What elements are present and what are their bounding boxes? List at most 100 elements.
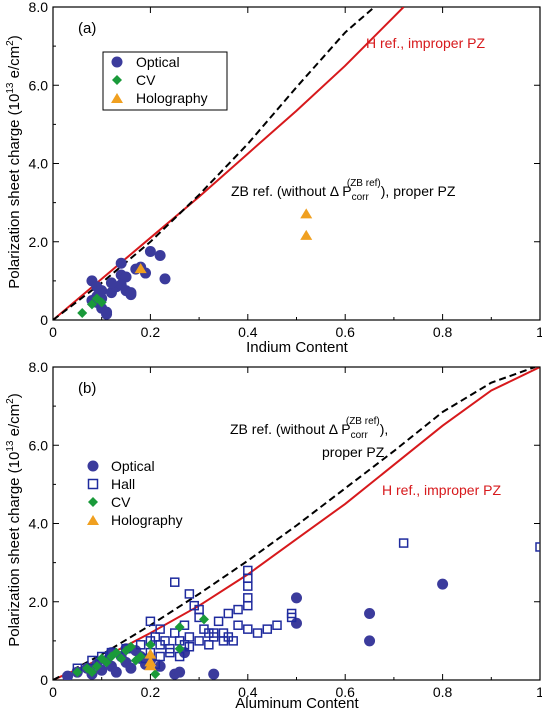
panel-b-optical-point	[62, 670, 74, 680]
panel-b-plot-area	[52, 366, 541, 681]
panel-a-holography-point	[134, 263, 147, 274]
panel-b-hall-point	[184, 632, 195, 642]
panel-a-zb-sup: (ZB ref)	[347, 178, 381, 189]
panel-a-plot-area	[52, 6, 541, 321]
panel-b-hall-point	[262, 624, 273, 634]
panel-b-hall-point	[155, 651, 165, 662]
panel-b: 0 0.2 0.4 0.6 0.8 1 0 2.0 4.0 6.0 8.0 (b) Aluminum…	[5, 359, 542, 712]
panel-b-ylabel-exp1: 13	[5, 440, 16, 452]
panel-a-y-tick-label: 6.0	[29, 77, 49, 93]
panel-b-holography-point	[144, 660, 157, 671]
panel-b-hall-point	[398, 538, 409, 548]
panel-a-x-axis-title: Indium Content	[246, 339, 349, 356]
panel-b-hall-point	[243, 600, 253, 611]
legend-b-cv-label: CV	[111, 494, 131, 510]
panel-b-hall-point	[223, 632, 234, 642]
panel-a-zb-ref-annotation: ZB ref. (without Δ Pcorr (ZB ref)), prope…	[231, 178, 456, 203]
panel-b-cv-point	[130, 655, 141, 666]
panel-a-x-tick-label: 0	[49, 324, 57, 340]
legend-b-optical-label: Optical	[111, 458, 155, 474]
panel-a-zb-tail: ), proper PZ	[381, 183, 456, 199]
panel-a-x-tick-label: 0.8	[433, 324, 453, 340]
panel-b-x-tick-label: 0.4	[238, 684, 258, 700]
legend-b-hall-label: Hall	[111, 476, 135, 492]
panel-b-cv-point	[150, 669, 161, 680]
panel-b-ticks: 0 0.2 0.4 0.6 0.8 1 0 2.0 4.0 6.0 8.0	[29, 359, 542, 700]
panel-b-hall-point	[194, 604, 204, 615]
panel-a-ylabel-exp2: 2	[5, 40, 16, 46]
panel-b-cv-point	[174, 622, 185, 633]
panel-a-optical-point	[120, 271, 132, 283]
panel-b-cv-point	[125, 641, 136, 652]
panel-b-hall-point	[243, 624, 253, 634]
panel-b-zb-ref-annotation-line2: proper PZ	[322, 444, 385, 460]
panel-b-hall-point	[233, 604, 243, 615]
panel-a-ticks: 0 0.2 0.4 0.6 0.8 1 0 2.0 4.0 6.0 8.0	[29, 0, 542, 340]
panel-a-legend: Optical CV Holography	[102, 51, 228, 111]
panel-b-ylabel-exp2: 2	[5, 398, 16, 404]
panel-a-ylabel-suffix: )	[6, 35, 23, 40]
panel-b-hall-point	[272, 620, 282, 630]
panel-b-optical-point	[174, 666, 186, 678]
legend-b-cv-marker	[88, 497, 98, 507]
panel-b-optical-point	[110, 666, 122, 678]
panel-a: 0 0.2 0.4 0.6 0.8 1 0 2.0 4.0 6.0 8.0 (a) Indium C…	[5, 0, 542, 356]
panel-b-x-tick-label: 1	[536, 684, 542, 700]
panel-b-hall-point	[160, 636, 170, 646]
panel-b-cv-point	[72, 667, 83, 678]
panel-b-hall-point	[194, 636, 204, 646]
panel-b-ylabel-prefix: Polarization sheet charge (10	[6, 452, 23, 647]
panel-b-x-tick-label: 0	[49, 684, 57, 700]
panel-b-hall-point	[233, 620, 243, 630]
panel-a-legend-box	[102, 51, 228, 111]
panel-b-hall-point	[204, 640, 214, 650]
panel-b-hall-point	[208, 628, 219, 638]
panel-a-optical-point	[125, 287, 137, 299]
legend-cv-marker	[112, 75, 122, 85]
panel-b-cv-point	[145, 639, 156, 650]
panel-a-cv-point	[77, 307, 88, 318]
legend-holography-marker	[111, 93, 123, 103]
panel-a-zb-sub: corr	[352, 192, 370, 203]
panel-a-ylabel-exp1: 13	[5, 82, 16, 94]
panel-a-ylabel-prefix: Polarization sheet charge (10	[6, 94, 23, 289]
legend-optical-label: Optical	[136, 54, 180, 70]
panel-a-optical-point	[159, 273, 171, 285]
panel-a-holography-point	[300, 208, 313, 219]
panel-a-y-tick-label: 8.0	[29, 0, 49, 15]
legend-optical-marker	[111, 56, 123, 68]
panel-b-hall-point	[184, 641, 195, 652]
panel-b-h-ref-curve	[53, 367, 540, 680]
panel-a-optical-point	[105, 277, 117, 289]
panel-a-data-layer	[53, 7, 405, 320]
legend-b-hall-marker	[87, 478, 99, 490]
panel-b-y-tick-label: 4.0	[29, 516, 49, 532]
panel-b-y-tick-label: 2.0	[29, 594, 49, 610]
panel-b-cv-point	[116, 653, 127, 664]
panel-b-optical-point	[437, 578, 449, 590]
panel-b-hall-point	[243, 581, 253, 591]
panel-a-holography-point	[300, 229, 313, 240]
panel-b-y-tick-label: 0	[40, 672, 48, 688]
panel-b-zb-tail: ),	[380, 421, 389, 437]
panel-b-y-axis-title: Polarization sheet charge (1013 e/cm2)	[5, 393, 23, 647]
panel-b-y-tick-label: 6.0	[29, 437, 49, 453]
panel-b-cv-point	[174, 643, 185, 654]
panel-b-hall-point	[243, 565, 253, 576]
panel-a-optical-point	[115, 257, 127, 269]
panel-a-y-tick-label: 0	[40, 312, 48, 328]
panel-b-hall-point	[135, 640, 146, 650]
panel-b-hall-point	[223, 608, 234, 619]
panel-b-optical-point	[291, 617, 302, 629]
panel-a-optical-point	[154, 249, 166, 261]
panel-b-hall-point	[535, 542, 540, 552]
panel-b-zb-sup: (ZB ref)	[346, 416, 380, 427]
panel-a-y-tick-label: 4.0	[29, 156, 49, 172]
panel-b-optical-point	[208, 668, 220, 680]
panel-b-hall-point	[184, 589, 195, 599]
panel-a-optical-point	[91, 281, 103, 293]
panel-b-hall-point	[165, 647, 175, 658]
panel-b-x-axis-title: Aluminum Content	[235, 695, 359, 712]
panel-a-x-tick-label: 0.2	[141, 324, 161, 340]
